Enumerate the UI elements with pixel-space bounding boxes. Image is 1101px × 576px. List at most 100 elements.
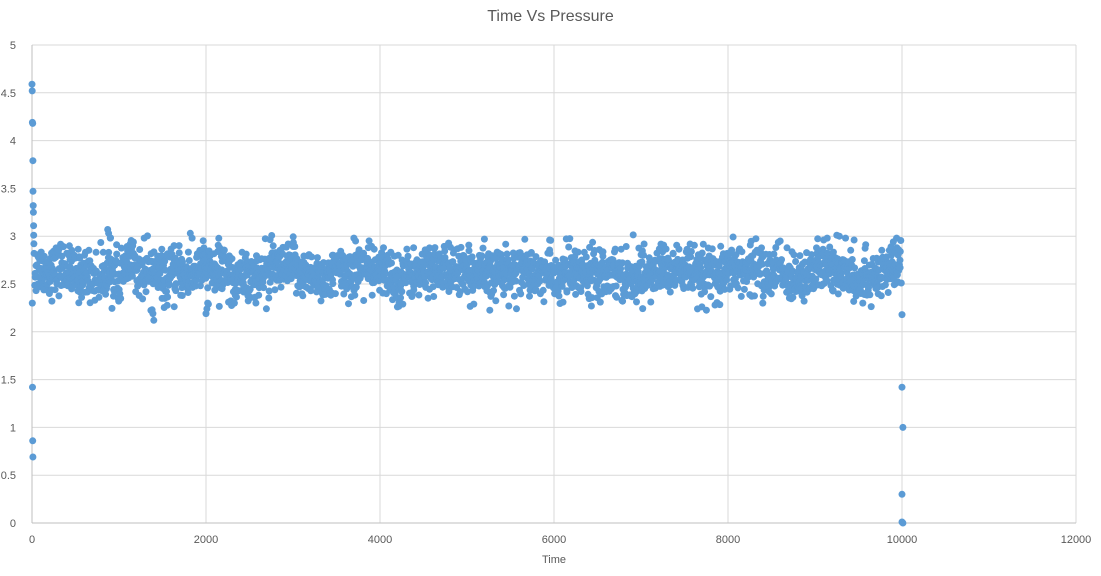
data-point <box>51 286 59 294</box>
data-point <box>142 288 150 296</box>
data-point <box>707 293 715 301</box>
data-point <box>252 299 260 307</box>
data-point <box>519 273 527 281</box>
data-point <box>759 292 767 300</box>
data-point <box>859 299 867 307</box>
data-point <box>588 294 596 302</box>
data-point <box>424 294 432 302</box>
data-point <box>546 249 554 257</box>
data-point <box>767 290 775 298</box>
y-tick-label: 0.5 <box>1 470 16 482</box>
data-point <box>287 275 295 283</box>
data-point <box>314 284 322 292</box>
data-point <box>792 258 800 265</box>
y-tick-label: 4 <box>10 136 16 148</box>
data-point <box>215 234 223 242</box>
data-point <box>503 250 511 258</box>
chart-title: Time Vs Pressure <box>487 8 614 25</box>
data-point <box>629 231 637 239</box>
x-tick-label: 12000 <box>1061 534 1092 546</box>
data-point <box>139 295 147 303</box>
data-point <box>277 283 285 291</box>
data-point <box>536 277 544 285</box>
data-point <box>899 423 907 431</box>
data-point <box>74 245 82 253</box>
data-point <box>242 250 250 258</box>
data-point <box>136 246 144 253</box>
data-point <box>814 235 822 243</box>
data-point <box>633 298 640 306</box>
data-point <box>388 259 395 267</box>
data-point <box>867 303 875 311</box>
data-point <box>397 294 405 302</box>
data-point <box>565 272 573 279</box>
tick-labels: 0 0.5 1 1.5 2 2.5 3 3.5 4 4.5 5 0 2000 4000 6000 8000 10… <box>1 40 1092 546</box>
data-point <box>521 235 529 243</box>
data-point <box>848 256 856 263</box>
data-point <box>829 248 837 256</box>
data-point <box>587 302 595 310</box>
data-point <box>140 234 148 242</box>
data-point <box>770 250 778 258</box>
data-point <box>28 80 36 88</box>
data-point <box>404 252 412 260</box>
data-point <box>299 292 307 300</box>
data-point <box>28 299 36 307</box>
data-point <box>738 248 746 256</box>
data-point <box>30 249 38 257</box>
data-point <box>851 264 859 272</box>
data-point <box>665 256 672 264</box>
data-point <box>582 253 590 261</box>
data-point <box>292 289 300 297</box>
data-point <box>29 157 37 165</box>
data-point <box>842 234 849 242</box>
data-point <box>706 282 714 290</box>
data-point <box>317 297 325 305</box>
data-point <box>561 256 569 264</box>
data-point <box>203 305 211 313</box>
data-point <box>528 264 536 272</box>
data-point <box>170 303 178 311</box>
data-point <box>829 286 837 294</box>
data-point <box>435 250 443 258</box>
data-point <box>574 248 582 256</box>
data-point <box>92 248 100 256</box>
data-point <box>465 241 473 249</box>
data-point <box>468 253 476 261</box>
data-point <box>505 302 513 310</box>
y-tick-label: 3 <box>10 231 16 243</box>
data-point <box>638 258 646 266</box>
data-point <box>204 299 212 307</box>
data-point <box>289 233 297 241</box>
data-point <box>402 279 410 287</box>
y-tick-label: 4.5 <box>1 88 16 100</box>
data-point <box>437 278 445 286</box>
data-point <box>175 242 183 250</box>
data-point <box>291 243 299 250</box>
data-point <box>233 293 240 301</box>
data-point <box>102 290 110 298</box>
data-point <box>897 279 905 287</box>
x-tick-label: 8000 <box>716 534 740 546</box>
data-point <box>812 275 820 283</box>
data-point <box>365 237 373 245</box>
data-point <box>29 202 37 210</box>
data-point <box>699 240 707 248</box>
data-point <box>185 257 193 264</box>
data-point <box>178 292 186 299</box>
data-point <box>128 272 136 280</box>
data-point <box>175 249 183 257</box>
data-point <box>572 290 580 298</box>
data-point <box>896 256 904 264</box>
data-point <box>618 259 626 267</box>
data-point <box>865 284 872 292</box>
data-point <box>752 235 760 243</box>
data-point <box>728 246 736 254</box>
data-point <box>599 248 607 256</box>
data-point <box>480 235 488 243</box>
data-point <box>898 490 906 498</box>
data-point <box>48 297 56 305</box>
data-point <box>170 242 178 250</box>
data-point <box>99 248 107 256</box>
data-point <box>129 238 137 246</box>
